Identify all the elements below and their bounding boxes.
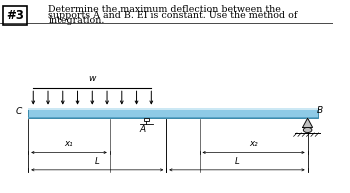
Text: #3: #3 — [6, 9, 24, 22]
Text: w: w — [89, 74, 96, 83]
Text: L: L — [95, 157, 100, 166]
Text: L: L — [234, 157, 239, 166]
Text: x₁: x₁ — [65, 139, 73, 148]
Text: supports A and B. EI is constant. Use the method of: supports A and B. EI is constant. Use th… — [48, 11, 298, 20]
Bar — [28, 117, 317, 118]
Text: A: A — [140, 125, 146, 134]
Bar — [28, 108, 317, 118]
Text: x₂: x₂ — [249, 139, 258, 148]
Bar — [28, 108, 317, 110]
Circle shape — [303, 128, 312, 133]
Text: Determine the maximum deflection between the: Determine the maximum deflection between… — [48, 5, 281, 14]
Text: integration.: integration. — [48, 16, 105, 25]
Polygon shape — [303, 118, 313, 127]
Text: C: C — [16, 108, 22, 116]
Bar — [144, 118, 149, 121]
Text: B: B — [317, 107, 323, 115]
